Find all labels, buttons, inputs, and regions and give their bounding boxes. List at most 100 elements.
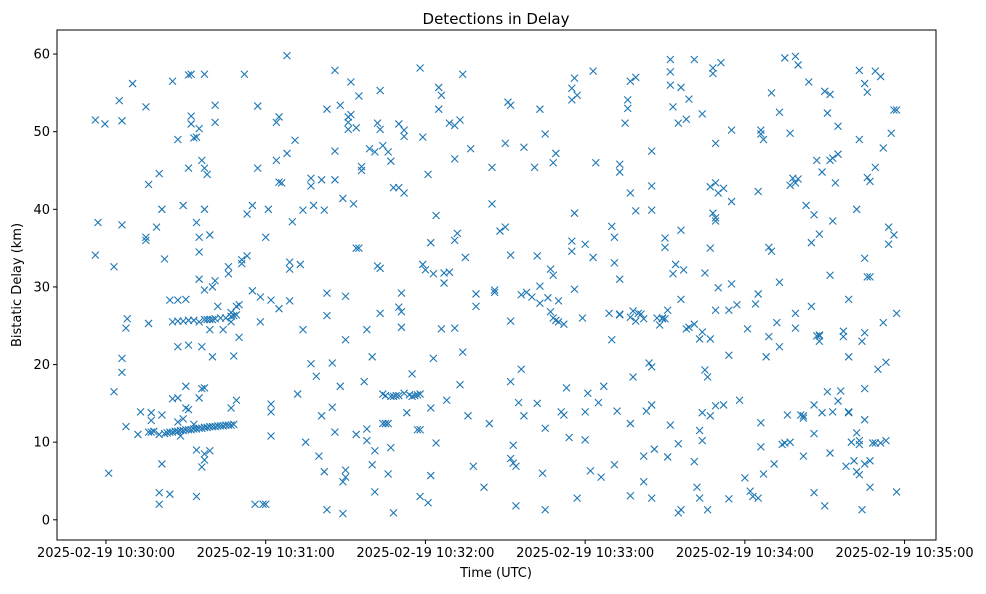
data-point	[285, 265, 294, 273]
data-point	[104, 469, 113, 478]
data-point	[554, 297, 563, 305]
data-point	[695, 494, 704, 502]
data-point	[815, 230, 824, 239]
data-point	[346, 110, 355, 119]
data-point	[701, 269, 709, 277]
data-point	[168, 77, 177, 86]
data-point	[770, 460, 779, 468]
data-point	[485, 419, 494, 428]
data-point	[219, 325, 227, 334]
data-point	[320, 467, 329, 476]
data-point	[432, 211, 440, 220]
data-point	[357, 162, 366, 171]
data-point	[152, 223, 161, 232]
data-point	[434, 105, 443, 114]
data-point	[472, 302, 480, 311]
data-point	[173, 135, 182, 144]
data-point	[488, 163, 496, 172]
data-point	[144, 428, 153, 436]
data-point	[826, 449, 834, 457]
data-point	[362, 436, 371, 445]
data-point	[307, 174, 315, 183]
data-point	[450, 236, 459, 245]
data-point	[195, 248, 204, 256]
data-point	[695, 335, 704, 343]
data-point	[229, 352, 238, 360]
data-point	[876, 72, 885, 81]
data-point	[826, 271, 834, 280]
data-point	[567, 84, 576, 93]
data-point	[663, 453, 672, 461]
data-point	[389, 508, 398, 517]
data-point	[658, 314, 667, 322]
data-point	[155, 169, 164, 178]
data-point	[645, 359, 653, 367]
data-point	[743, 324, 752, 333]
data-point	[661, 243, 669, 252]
data-point	[693, 483, 701, 492]
data-point	[402, 408, 411, 417]
data-point	[416, 64, 424, 72]
data-point	[834, 150, 842, 159]
data-point	[256, 293, 265, 301]
data-point	[698, 109, 707, 118]
data-point	[323, 289, 331, 298]
data-point	[336, 382, 345, 391]
data-point	[520, 143, 528, 152]
data-point	[94, 218, 102, 227]
data-point	[850, 456, 858, 465]
data-point	[541, 130, 550, 138]
data-point	[173, 342, 182, 351]
data-point	[426, 404, 435, 412]
data-point	[711, 179, 720, 187]
data-point	[538, 469, 547, 478]
data-point	[786, 181, 795, 190]
data-point	[307, 182, 315, 190]
data-point	[647, 182, 656, 190]
data-point	[291, 136, 299, 145]
data-point	[764, 332, 773, 341]
data-point	[309, 201, 318, 210]
data-point	[122, 422, 130, 431]
data-point	[480, 483, 488, 492]
data-point	[368, 460, 377, 469]
data-point	[197, 384, 206, 393]
data-point	[168, 394, 177, 403]
data-point	[565, 433, 574, 442]
data-point	[461, 253, 470, 262]
data-point	[392, 391, 401, 400]
data-point	[195, 317, 204, 326]
data-point	[567, 247, 576, 256]
data-point	[211, 101, 220, 110]
data-point	[626, 491, 635, 500]
x-tick-label: 2025-02-19 10:30:00	[37, 546, 175, 561]
data-point	[775, 342, 784, 351]
data-point	[725, 351, 733, 360]
data-point	[328, 359, 337, 367]
data-point	[690, 55, 699, 64]
data-point	[195, 233, 204, 242]
data-point	[301, 438, 310, 447]
data-point	[445, 268, 454, 277]
data-point	[855, 135, 864, 144]
data-point	[331, 66, 339, 75]
data-point	[509, 441, 518, 450]
data-point	[860, 384, 869, 393]
data-point	[666, 81, 675, 90]
data-point	[456, 380, 464, 389]
data-point	[211, 118, 220, 127]
data-point	[142, 102, 150, 111]
data-point	[812, 156, 821, 165]
data-point	[142, 233, 150, 242]
data-point	[488, 199, 496, 208]
data-point	[421, 265, 430, 274]
data-point	[418, 260, 427, 269]
data-point	[118, 220, 126, 229]
data-point	[863, 88, 872, 96]
data-point	[754, 187, 763, 196]
data-point	[429, 354, 438, 363]
data-point	[341, 292, 350, 301]
data-point	[235, 300, 243, 309]
data-point	[376, 125, 385, 134]
data-point	[597, 473, 606, 482]
